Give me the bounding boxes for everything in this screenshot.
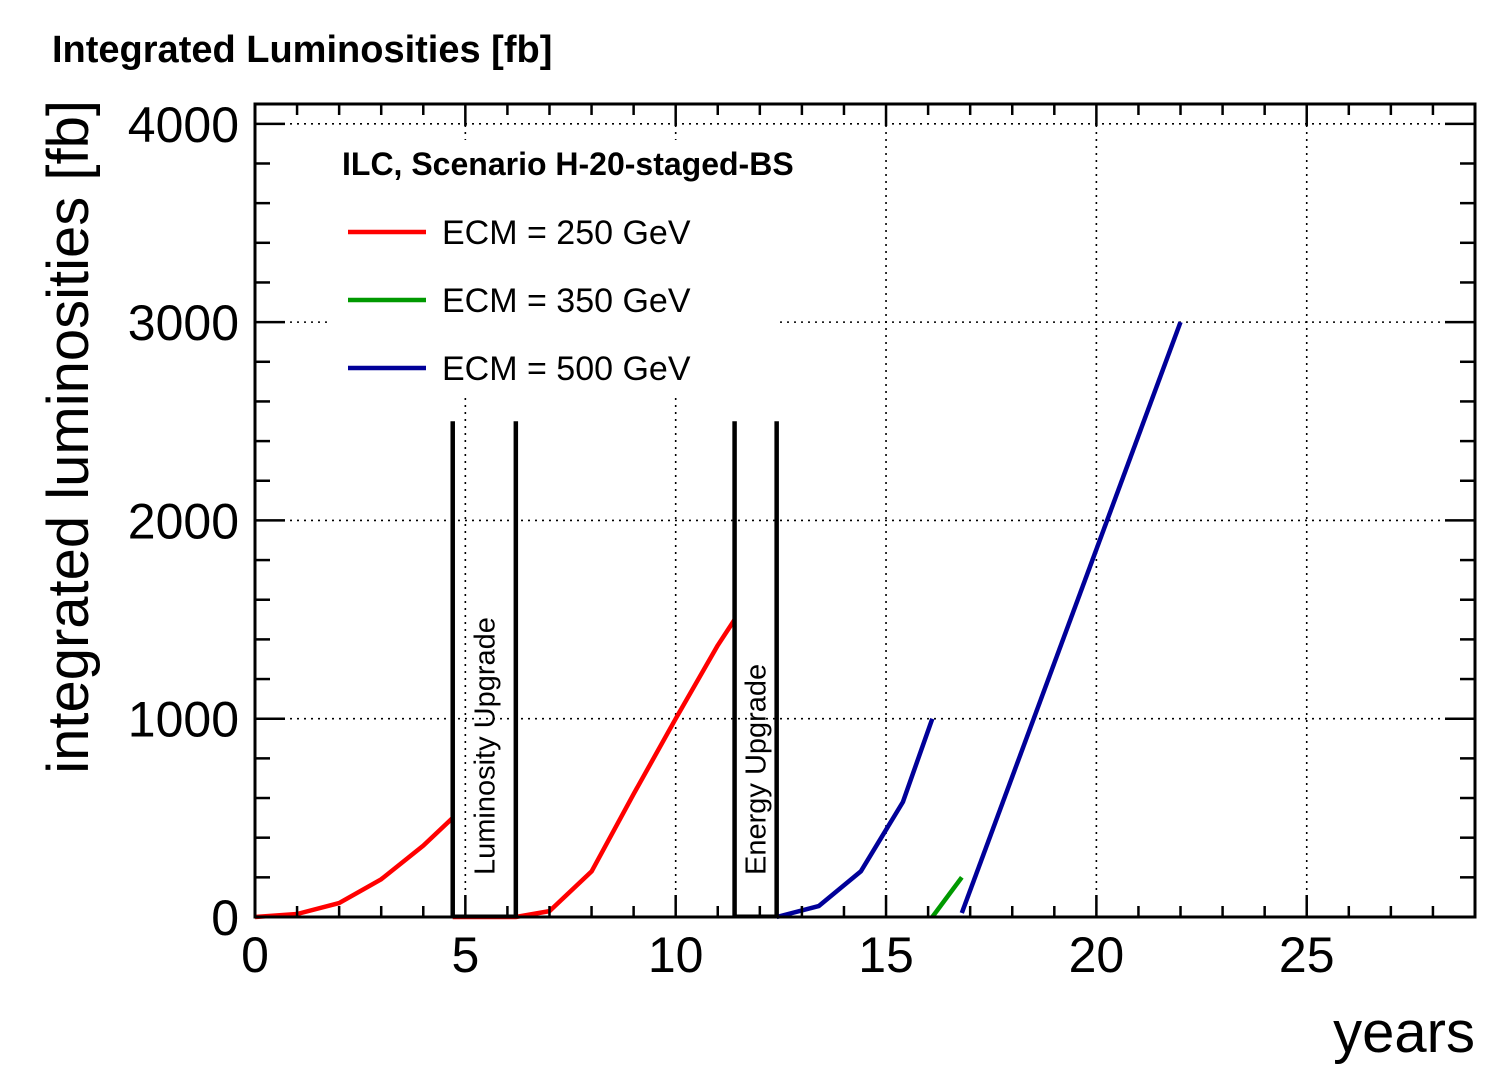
chart-title: Integrated Luminosities [fb] [52, 29, 552, 71]
annotation-label-1: Energy Upgrade [741, 664, 773, 875]
tick-labels: 0 5 10 15 20 25 0 1000 2000 3000 4000 [128, 97, 1335, 983]
plot-frame [253, 102, 1477, 919]
x-tick-label-20: 20 [1069, 927, 1125, 983]
series-1-segment-0 [930, 875, 964, 919]
annotation-label-0: Luminosity Upgrade [469, 617, 501, 875]
y-tick-label-1000: 1000 [128, 692, 239, 748]
y-tick-label-4000: 4000 [128, 97, 239, 153]
series-2-segment-1 [959, 321, 1183, 914]
legend: ILC, Scenario H-20-staged-BS ECM = 250 G… [330, 140, 794, 395]
series-2-segment-0 [776, 717, 935, 920]
axis-ticks [253, 104, 1477, 919]
legend-title: ILC, Scenario H-20-staged-BS [342, 146, 794, 182]
x-tick-label-5: 5 [451, 927, 479, 983]
y-axis-label: integrated luminosities [fb] [36, 100, 101, 774]
x-tick-label-25: 25 [1279, 927, 1335, 983]
legend-background [330, 140, 775, 395]
legend-label-2: ECM = 500 GeV [442, 350, 691, 388]
x-tick-label-10: 10 [648, 927, 704, 983]
x-axis-label: years [1333, 1000, 1475, 1065]
y-tick-label-0: 0 [211, 890, 239, 946]
y-tick-label-3000: 3000 [128, 295, 239, 351]
legend-label-0: ECM = 250 GeV [442, 214, 691, 252]
x-tick-label-15: 15 [858, 927, 914, 983]
legend-label-1: ECM = 350 GeV [442, 282, 691, 320]
x-tick-label-0: 0 [241, 927, 269, 983]
y-tick-label-2000: 2000 [128, 493, 239, 549]
annotations: Luminosity Upgrade Energy Upgrade [450, 421, 779, 918]
grid [255, 104, 1475, 917]
series-0-segment-0 [254, 816, 455, 920]
plot-frame-border [253, 102, 1477, 919]
